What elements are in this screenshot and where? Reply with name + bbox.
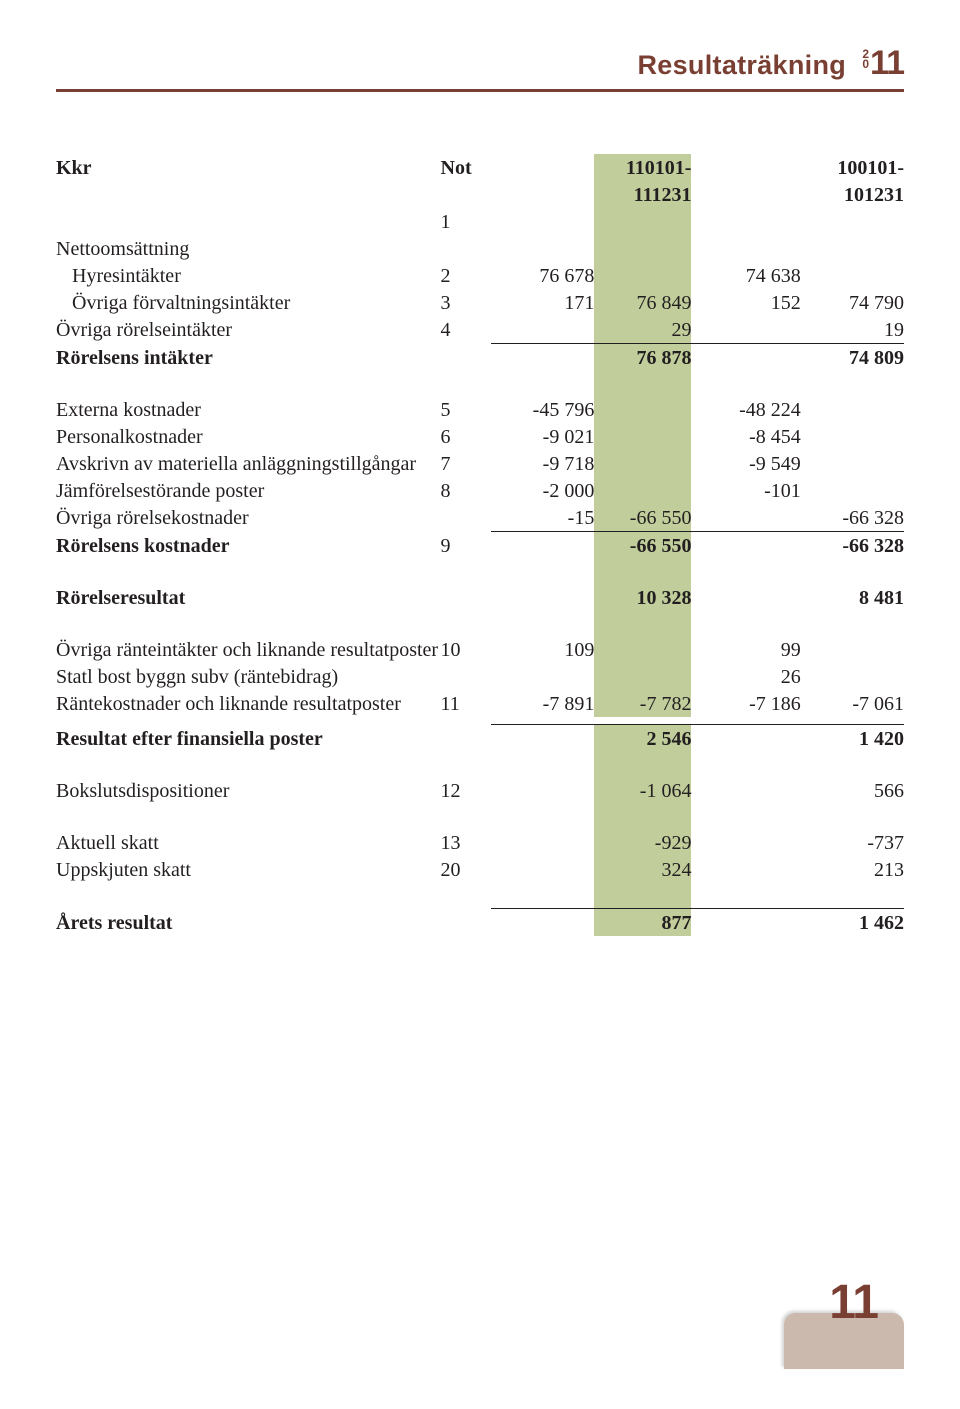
row-ror: Övriga rörelseintäkter — [56, 316, 441, 344]
header-rule — [56, 89, 904, 92]
income-statement-table: Kkr Not 110101- 100101- 111231 101231 1 … — [56, 154, 904, 936]
col-period2a: 100101- — [801, 154, 904, 181]
row-rfin: Resultat efter finansiella poster — [56, 725, 441, 753]
row-avs: Avskrivn av materiella anläggningstillgå… — [56, 450, 441, 477]
row-akt: Aktuell skatt — [56, 829, 441, 856]
row-ext: Externa kostnader — [56, 396, 441, 423]
row-jmf: Jämförelsestörande poster — [56, 477, 441, 504]
row-rres: Rörelseresultat — [56, 584, 441, 611]
col-period1b: 111231 — [594, 181, 691, 208]
row-rkost: Räntekostnader och liknande resultatpost… — [56, 690, 441, 717]
row-forv: Övriga förvaltningsintäkter — [56, 289, 441, 316]
col-kkr: Kkr — [56, 154, 441, 181]
row-bok: Bokslutsdispositioner — [56, 777, 441, 804]
page-title: Resultaträkning — [638, 50, 847, 81]
row-ar: Årets resultat — [56, 909, 441, 937]
row-upp: Uppskjuten skatt — [56, 856, 441, 883]
row-pers: Personalkostnader — [56, 423, 441, 450]
row-rint2: Övriga ränteintäkter och liknande result… — [56, 636, 441, 663]
row-ovk: Övriga rörelsekostnader — [56, 504, 441, 532]
col-period1a: 110101- — [594, 154, 691, 181]
row-statl: Statl bost byggn subv (räntebidrag) — [56, 663, 441, 690]
row-rk: Rörelsens kostnader — [56, 532, 441, 560]
col-not: Not — [441, 154, 492, 181]
col-period2b: 101231 — [801, 181, 904, 208]
row-rint: Rörelsens intäkter — [56, 344, 441, 372]
year-badge: 2011 — [857, 44, 904, 83]
note-1: 1 — [441, 208, 492, 235]
row-netto: Nettoomsättning — [56, 235, 441, 262]
row-hyres: Hyresintäkter — [56, 262, 441, 289]
